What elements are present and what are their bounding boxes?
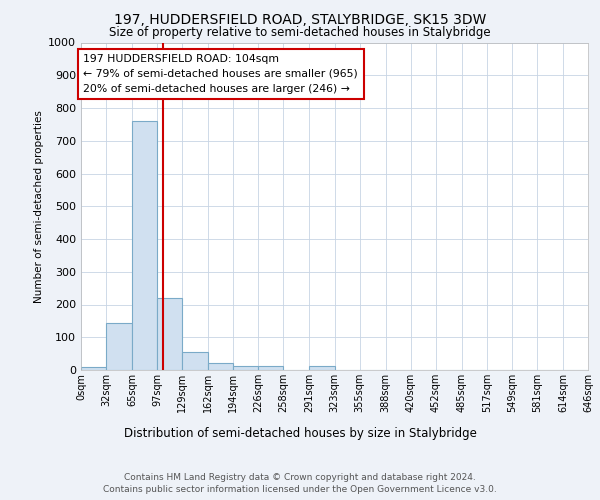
- Text: Distribution of semi-detached houses by size in Stalybridge: Distribution of semi-detached houses by …: [124, 428, 476, 440]
- Bar: [132, 121, 157, 370]
- Bar: [310, 366, 335, 370]
- Bar: [233, 366, 259, 370]
- Y-axis label: Number of semi-detached properties: Number of semi-detached properties: [34, 110, 44, 302]
- Bar: [81, 368, 106, 370]
- Bar: [259, 366, 283, 370]
- Text: Contains public sector information licensed under the Open Government Licence v3: Contains public sector information licen…: [103, 485, 497, 494]
- Bar: [157, 298, 182, 370]
- Text: Size of property relative to semi-detached houses in Stalybridge: Size of property relative to semi-detach…: [109, 26, 491, 39]
- Text: 197 HUDDERSFIELD ROAD: 104sqm
← 79% of semi-detached houses are smaller (965)
20: 197 HUDDERSFIELD ROAD: 104sqm ← 79% of s…: [83, 54, 358, 94]
- Bar: [208, 363, 233, 370]
- Text: Contains HM Land Registry data © Crown copyright and database right 2024.: Contains HM Land Registry data © Crown c…: [124, 472, 476, 482]
- Text: 197, HUDDERSFIELD ROAD, STALYBRIDGE, SK15 3DW: 197, HUDDERSFIELD ROAD, STALYBRIDGE, SK1…: [114, 12, 486, 26]
- Bar: [106, 322, 132, 370]
- Bar: [182, 352, 208, 370]
